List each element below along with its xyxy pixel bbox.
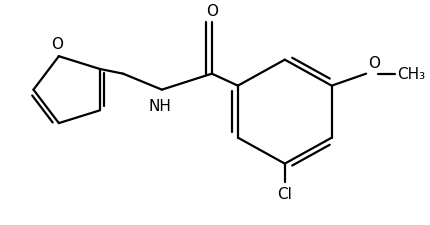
Text: Cl: Cl: [277, 186, 292, 201]
Text: CH₃: CH₃: [396, 67, 424, 82]
Text: O: O: [367, 56, 379, 71]
Text: O: O: [51, 37, 63, 52]
Text: O: O: [206, 4, 218, 19]
Text: NH: NH: [148, 99, 171, 114]
